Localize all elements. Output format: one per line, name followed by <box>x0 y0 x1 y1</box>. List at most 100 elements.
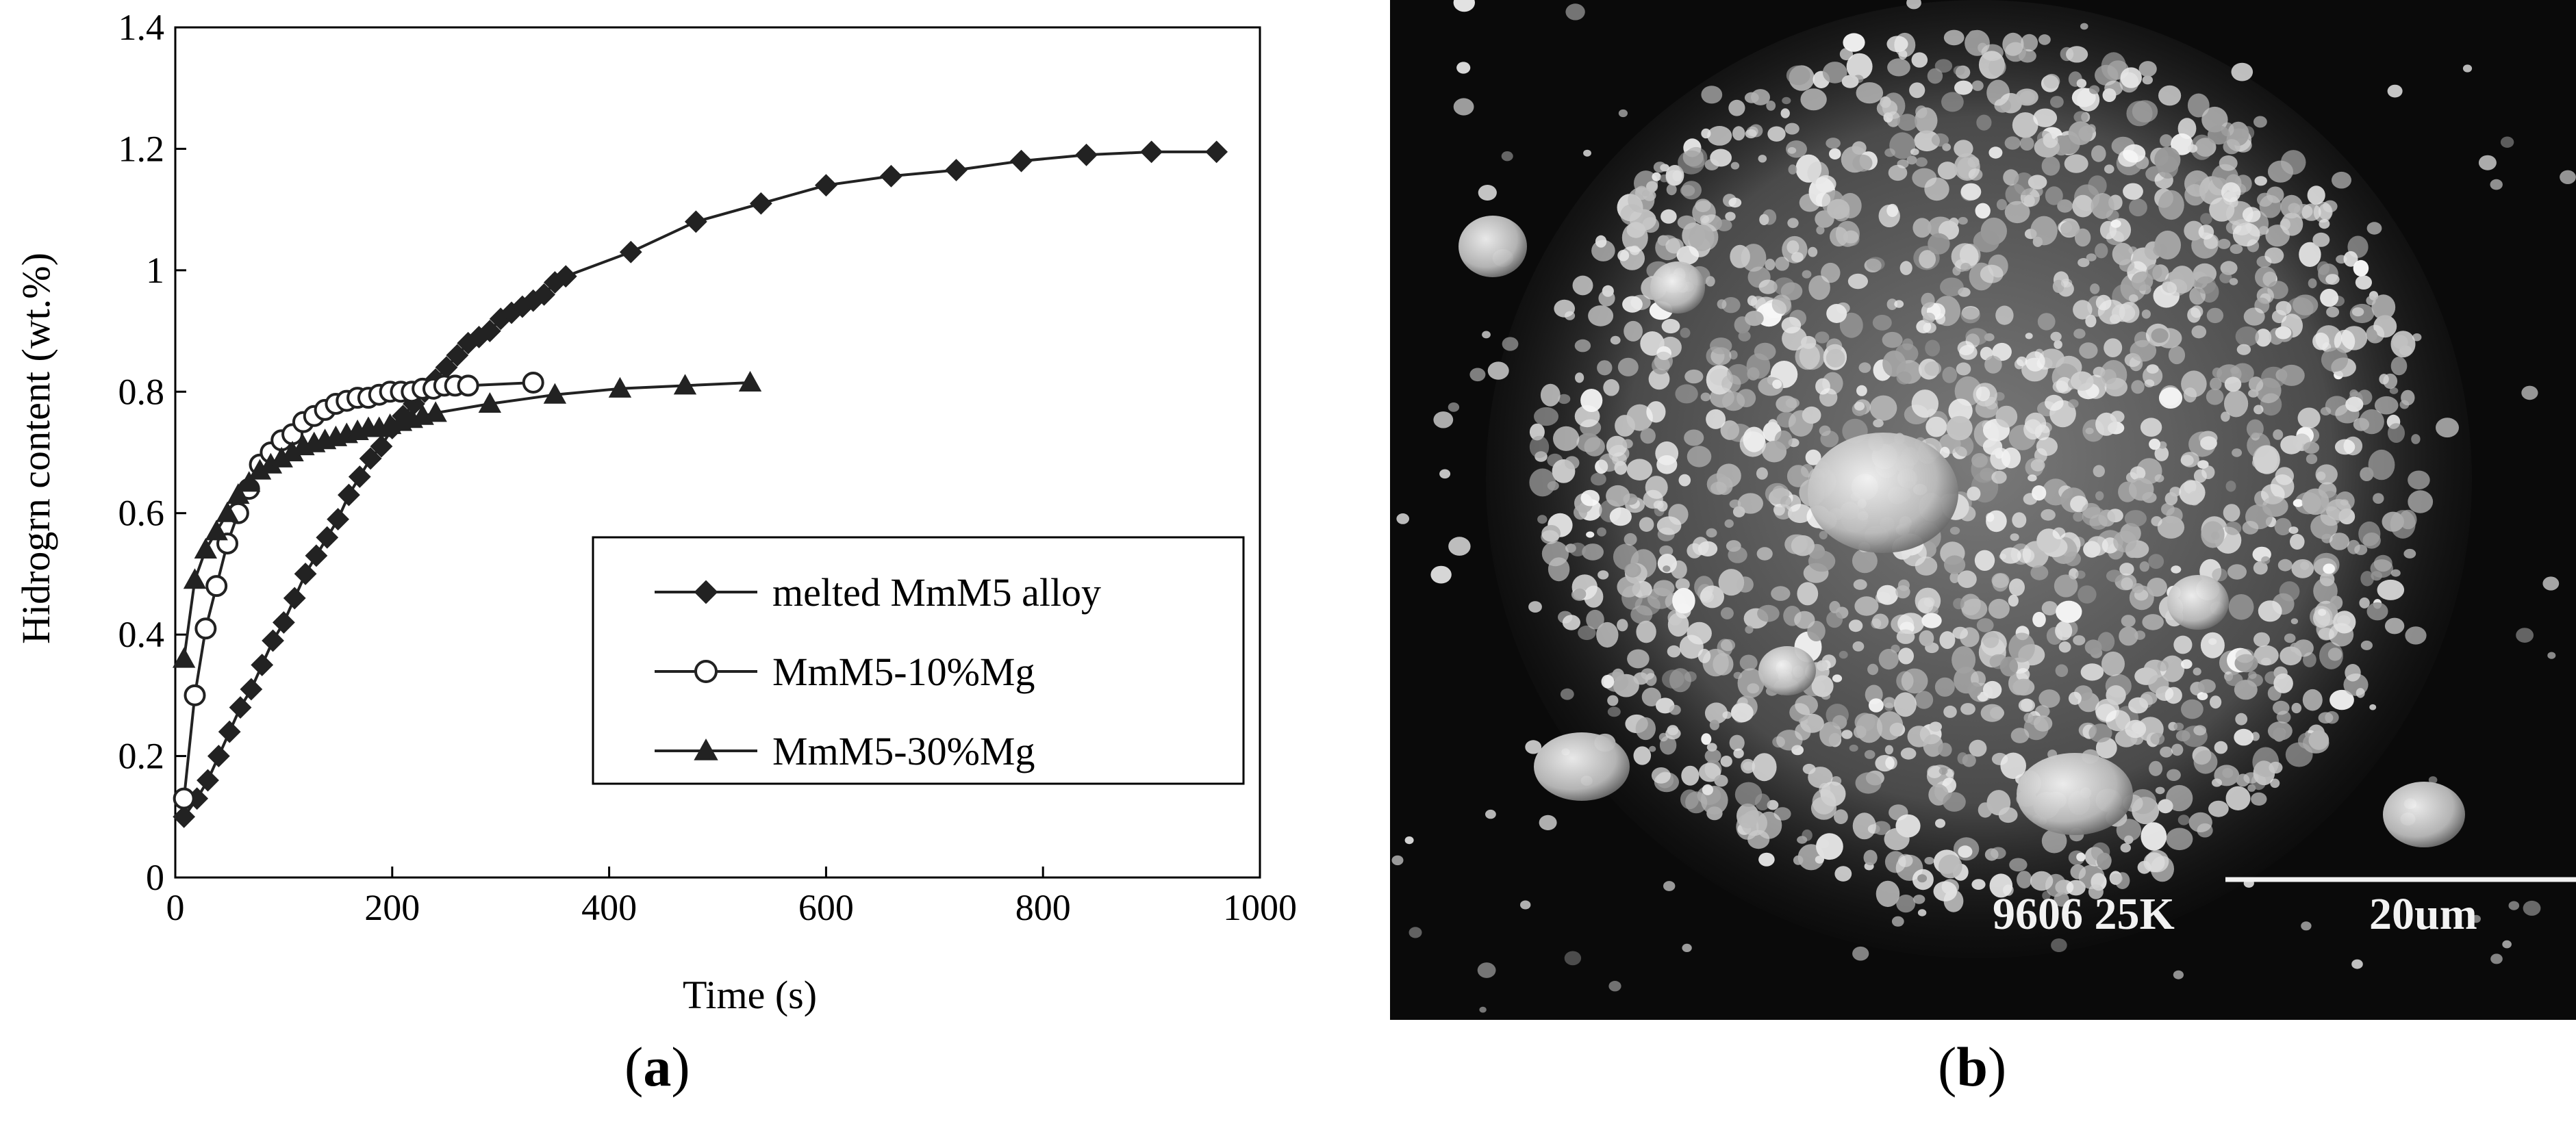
large-particle <box>1534 732 1630 801</box>
powder-particle <box>2193 725 2207 736</box>
powder-particle <box>1596 621 1619 648</box>
powder-particle <box>1927 68 1943 84</box>
powder-particle <box>1795 343 1820 370</box>
powder-particle <box>2408 490 2434 513</box>
powder-particle <box>2356 688 2365 698</box>
powder-particle <box>2280 150 2306 175</box>
powder-particle <box>1839 650 1848 659</box>
powder-particle <box>1787 504 1813 524</box>
powder-particle <box>2290 534 2305 550</box>
powder-particle <box>2390 331 2416 358</box>
powder-particle <box>1856 385 1867 396</box>
stray-particle <box>1888 164 1908 181</box>
stray-particle <box>2351 959 2363 969</box>
powder-particle <box>1815 175 1836 193</box>
powder-particle <box>1980 264 2004 283</box>
stray-particle <box>1896 371 1912 385</box>
powder-particle <box>2166 828 2193 851</box>
data-point <box>251 654 274 676</box>
powder-particle <box>1687 446 1712 467</box>
powder-particle <box>1816 226 1825 235</box>
powder-particle <box>1939 631 1956 650</box>
powder-particle <box>2325 711 2339 724</box>
powder-particle <box>2130 339 2157 362</box>
powder-particle <box>2325 274 2340 285</box>
powder-particle <box>2038 34 2051 45</box>
stray-particle <box>1864 749 1876 759</box>
powder-particle <box>1689 224 1715 252</box>
powder-particle <box>1801 335 1817 349</box>
powder-particle <box>2167 769 2181 782</box>
powder-particle <box>2180 452 2199 467</box>
stray-particle <box>2080 23 2088 30</box>
x-tick-label: 200 <box>364 887 420 928</box>
stray-particle <box>1453 98 1474 116</box>
powder-particle <box>1943 705 1957 718</box>
powder-particle <box>1687 543 1702 559</box>
powder-particle <box>2260 657 2271 666</box>
powder-particle <box>2041 156 2060 176</box>
powder-particle <box>1853 726 1867 739</box>
stray-particle <box>2045 394 2064 411</box>
powder-particle <box>2214 741 2228 754</box>
powder-particle <box>1553 426 1580 451</box>
powder-particle <box>2164 687 2182 704</box>
powder-particle <box>1917 598 1934 613</box>
powder-particle <box>1765 259 1776 270</box>
powder-particle <box>1635 717 1656 741</box>
powder-particle <box>1729 734 1745 752</box>
powder-particle <box>2012 112 2038 138</box>
powder-particle <box>2389 387 2399 394</box>
powder-particle <box>1995 305 2014 325</box>
powder-particle <box>1653 162 1667 173</box>
y-tick-label: 0 <box>146 857 164 898</box>
powder-particle <box>1584 437 1605 457</box>
y-tick-label: 0.2 <box>118 736 165 777</box>
powder-particle <box>2025 412 2047 435</box>
powder-particle <box>1975 386 1991 402</box>
powder-particle <box>2037 313 2056 331</box>
powder-particle <box>1952 626 1968 639</box>
powder-particle <box>1678 150 1705 175</box>
powder-particle <box>2101 369 2117 385</box>
stray-particle <box>1528 601 1542 613</box>
powder-particle <box>1652 172 1661 181</box>
powder-particle <box>2009 858 2028 872</box>
powder-particle <box>1995 405 2018 428</box>
large-particle <box>1459 216 1527 277</box>
powder-particle <box>2010 533 2019 541</box>
powder-particle <box>2023 713 2034 723</box>
data-point <box>543 383 567 404</box>
powder-particle <box>2347 539 2360 554</box>
powder-particle <box>1982 631 1999 648</box>
powder-particle <box>1898 648 1914 665</box>
powder-particle <box>2219 272 2232 283</box>
large-particle <box>1650 261 1705 313</box>
powder-particle <box>2325 499 2351 521</box>
stray-particle <box>2010 728 2030 743</box>
powder-particle <box>1702 784 1713 795</box>
powder-particle <box>1949 572 1960 584</box>
powder-particle <box>2270 778 2280 789</box>
powder-particle <box>2411 434 2421 444</box>
powder-particle <box>2366 296 2376 305</box>
powder-particle <box>1934 677 1955 697</box>
powder-particle <box>1839 312 1863 338</box>
powder-particle <box>2104 80 2123 96</box>
powder-particle <box>2013 172 2034 196</box>
stray-particle <box>1439 469 1451 479</box>
powder-particle <box>1878 649 1899 670</box>
powder-particle <box>2091 842 2110 862</box>
stray-particle <box>2280 646 2302 666</box>
powder-particle <box>2052 527 2066 539</box>
powder-particle <box>1919 630 1934 647</box>
powder-particle <box>1680 327 1691 338</box>
legend-marker <box>694 738 718 760</box>
powder-particle <box>1954 140 1973 157</box>
powder-particle <box>1815 192 1831 207</box>
powder-particle <box>2212 778 2222 787</box>
powder-particle <box>1745 626 1754 634</box>
powder-particle <box>1897 114 1917 131</box>
powder-particle <box>2084 639 2102 655</box>
stray-particle <box>1562 615 1580 630</box>
